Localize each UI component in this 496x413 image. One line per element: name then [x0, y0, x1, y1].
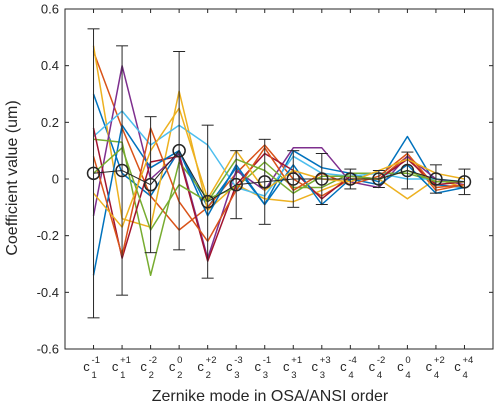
x-tick-label: c -1 1	[83, 355, 100, 381]
x-tick-label: c +1 3	[283, 355, 302, 381]
x-tick-label-base: c	[369, 359, 376, 374]
y-ticks: -0.6 -0.4 -0.2 0 0.2 0.4 0.6	[37, 2, 493, 357]
x-tick-label-sub: 1	[120, 370, 125, 381]
x-tick-label-sub: 4	[434, 370, 439, 381]
x-tick-label: c +4 4	[454, 355, 473, 381]
x-tick-label-sub: 3	[234, 370, 239, 381]
series-line-7	[92, 127, 465, 262]
mean-marker	[457, 175, 472, 189]
x-tick-label-sub: 4	[462, 370, 467, 381]
y-tick-label: -0.6	[37, 342, 59, 357]
y-tick-label: 0	[52, 172, 59, 187]
series-line-3	[92, 45, 465, 228]
y-tick-label: -0.4	[37, 285, 59, 300]
x-tick-label: c +1 1	[112, 355, 131, 381]
x-tick-label-sup: -2	[377, 355, 385, 366]
mean-marker	[372, 172, 386, 186]
x-tick-label-sup: +4	[462, 355, 473, 366]
x-tick-label-base: c	[454, 359, 461, 374]
x-tick-label-sup: +2	[434, 355, 445, 366]
mean-marker	[229, 177, 243, 192]
mean-marker	[429, 172, 443, 186]
x-axis-title: Zernike mode in OSA/ANSI order	[152, 388, 389, 405]
x-tick-label-sup: 0	[405, 355, 410, 366]
mean-layer	[86, 28, 472, 319]
x-tick-label-sup: +1	[291, 355, 302, 366]
mean-marker	[257, 175, 272, 189]
x-tick-label-sup: -1	[263, 355, 271, 366]
x-tick-label-base: c	[254, 359, 261, 374]
x-tick-label-sup: +2	[206, 355, 217, 366]
x-tick-label-sub: 3	[263, 370, 268, 381]
x-ticks: c -11c +11c -22c 02c +22c -33c -13c +13c +33c -44c…	[83, 9, 473, 381]
x-tick-label-base: c	[83, 359, 90, 374]
x-tick-label-base: c	[426, 359, 433, 374]
x-tick-label: c 0 2	[169, 355, 183, 381]
x-tick-label: c -3 3	[226, 355, 243, 381]
y-tick-label: -0.2	[37, 228, 59, 243]
mean-marker	[200, 194, 215, 209]
x-tick-label-sub: 4	[377, 370, 382, 381]
x-tick-label-sub: 2	[206, 370, 211, 381]
series-layer	[92, 45, 465, 277]
mean-marker	[343, 172, 358, 186]
x-tick-label: c -2 2	[140, 355, 157, 381]
x-tick-label: c -2 4	[369, 355, 386, 381]
x-tick-label-base: c	[197, 359, 204, 374]
x-tick-label-base: c	[169, 359, 176, 374]
series-line-2	[92, 51, 465, 231]
x-tick-label-base: c	[397, 359, 404, 374]
x-tick-label-base: c	[112, 359, 119, 374]
x-tick-label: c -4 4	[340, 355, 357, 381]
x-tick-label-sub: 3	[320, 370, 325, 381]
mean-marker	[115, 163, 129, 178]
x-tick-label-sub: 1	[92, 370, 97, 381]
x-tick-label-sub: 4	[405, 370, 410, 381]
x-tick-label-base: c	[140, 359, 147, 374]
series-line-9	[92, 127, 465, 257]
mean-marker	[400, 163, 415, 178]
mean-marker	[86, 166, 101, 181]
y-tick-label: 0.6	[41, 2, 59, 17]
x-tick-label-sub: 2	[149, 370, 154, 381]
y-axis-title: Coefficient value (um)	[4, 100, 21, 255]
mean-line	[93, 149, 465, 203]
x-tick-label-sub: 4	[348, 370, 353, 381]
x-tick-label-sup: -3	[234, 355, 242, 366]
y-tick-label: 0.2	[41, 115, 59, 130]
x-tick-label: c +2 4	[426, 355, 445, 381]
mean-marker	[172, 143, 186, 158]
x-tick-label-sub: 3	[291, 370, 296, 381]
x-tick-label-sup: -4	[348, 355, 356, 366]
x-tick-label: c 0 4	[397, 355, 411, 381]
x-tick-label-base: c	[340, 359, 347, 374]
x-tick-label-sup: +3	[320, 355, 331, 366]
x-tick-label-sup: 0	[177, 355, 182, 366]
x-tick-label-sub: 2	[177, 370, 182, 381]
x-tick-label-sup: -1	[92, 355, 100, 366]
x-tick-label: c +3 3	[312, 355, 331, 381]
x-tick-label: c -1 3	[254, 355, 271, 381]
x-tick-label-sup: -2	[149, 355, 157, 366]
x-tick-label-sup: +1	[120, 355, 131, 366]
mean-marker	[286, 172, 301, 186]
x-tick-label-base: c	[312, 359, 319, 374]
mean-marker	[315, 172, 329, 186]
mean-marker	[143, 177, 158, 192]
y-tick-label: 0.4	[41, 58, 59, 73]
x-tick-label: c +2 2	[197, 355, 216, 381]
x-tick-label-base: c	[226, 359, 233, 374]
x-tick-label-base: c	[283, 359, 290, 374]
